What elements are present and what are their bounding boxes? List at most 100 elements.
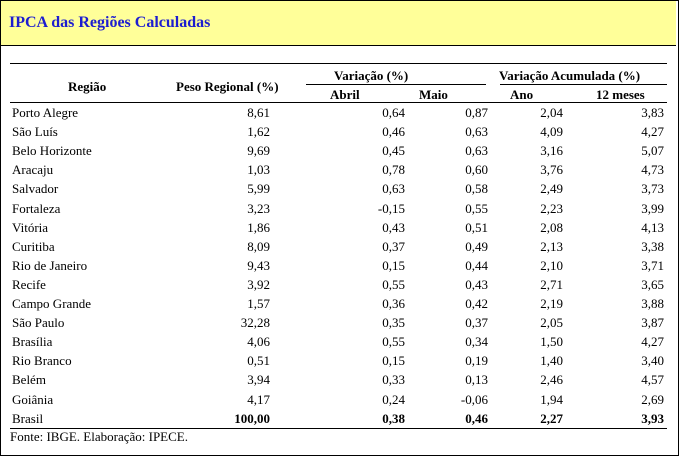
header-ano: Ano (510, 87, 534, 102)
cell-peso: 9,69 (247, 143, 270, 159)
table-row: Brasil 100,00 0,38 0,46 2,27 3,93 (10, 409, 667, 428)
cell-ano: 1,50 (540, 334, 563, 350)
header-maio: Maio (419, 87, 448, 102)
cell-regiao: São Luís (12, 124, 58, 140)
cell-regiao: Belém (12, 372, 46, 388)
cell-12-meses: 3,87 (641, 315, 664, 331)
cell-regiao: Fortaleza (12, 200, 61, 216)
cell-ano: 1,40 (540, 353, 563, 369)
cell-peso: 4,17 (247, 391, 270, 407)
cell-12-meses: 3,83 (641, 105, 664, 120)
cell-peso: 0,51 (247, 353, 270, 369)
cell-regiao: São Paulo (12, 315, 65, 331)
cell-regiao: Rio de Janeiro (12, 257, 88, 273)
table-row: Brasília 4,06 0,55 0,34 1,50 4,27 (10, 332, 667, 351)
cell-abril: 0,55 (382, 276, 405, 292)
page-title: IPCA das Regiões Calculadas (9, 14, 211, 31)
cell-maio: 0,87 (465, 105, 488, 120)
cell-peso: 32,28 (240, 315, 270, 331)
table-row: Campo Grande 1,57 0,36 0,42 2,19 3,88 (10, 294, 667, 313)
top-rule (10, 63, 667, 64)
cell-maio: 0,37 (465, 315, 488, 331)
cell-ano: 2,49 (540, 181, 563, 197)
cell-ano: 2,04 (540, 105, 563, 120)
cell-abril: 0,38 (382, 410, 405, 426)
cell-abril: 0,45 (382, 143, 405, 159)
cell-abril: 0,55 (382, 334, 405, 350)
cell-12-meses: 5,07 (641, 143, 664, 159)
cell-abril: -0,15 (377, 200, 405, 216)
cell-regiao: Belo Horizonte (12, 143, 92, 159)
cell-12-meses: 3,38 (641, 238, 664, 254)
cell-maio: 0,60 (465, 162, 488, 178)
cell-peso: 1,62 (247, 124, 270, 140)
table-row: Belém 3,94 0,33 0,13 2,46 4,57 (10, 370, 667, 389)
title-banner: IPCA das Regiões Calculadas (1, 1, 676, 46)
cell-ano: 2,10 (540, 257, 563, 273)
cell-ano: 2,19 (540, 296, 563, 311)
header-12-meses: 12 meses (596, 87, 645, 102)
cell-regiao: Goiânia (12, 391, 54, 407)
cell-maio: 0,13 (465, 372, 488, 388)
cell-abril: 0,36 (382, 296, 405, 311)
cell-maio: 0,42 (465, 296, 488, 311)
cell-maio: 0,63 (465, 143, 488, 159)
cell-regiao: Recife (12, 276, 46, 292)
header-peso: Peso Regional (%) (176, 79, 279, 94)
variacao-rule (306, 84, 486, 85)
header-variacao: Variação (%) (334, 68, 409, 83)
cell-abril: 0,46 (382, 124, 405, 140)
cell-ano: 2,46 (540, 372, 563, 388)
cell-ano: 2,71 (540, 276, 563, 292)
table-row: Recife 3,92 0,55 0,43 2,71 3,65 (10, 275, 667, 294)
cell-peso: 1,03 (247, 162, 270, 178)
cell-maio: 0,51 (465, 219, 488, 235)
cell-ano: 2,23 (540, 200, 563, 216)
cell-peso: 4,06 (247, 334, 270, 350)
cell-abril: 0,15 (382, 353, 405, 369)
table-row: Curitiba 8,09 0,37 0,49 2,13 3,38 (10, 237, 667, 256)
table-row: Goiânia 4,17 0,24 -0,06 1,94 2,69 (10, 390, 667, 409)
table-row: Vitória 1,86 0,43 0,51 2,08 4,13 (10, 218, 667, 237)
cell-maio: 0,58 (465, 181, 488, 197)
cell-regiao: Brasília (12, 334, 53, 350)
cell-peso: 3,23 (247, 200, 270, 216)
cell-abril: 0,33 (382, 372, 405, 388)
cell-12-meses: 4,13 (641, 219, 664, 235)
header-regiao: Região (68, 79, 107, 94)
cell-peso: 3,94 (247, 372, 270, 388)
cell-regiao: Salvador (12, 181, 59, 197)
cell-peso: 1,86 (247, 219, 270, 235)
cell-abril: 0,78 (382, 162, 405, 178)
cell-maio: 0,44 (465, 257, 488, 273)
cell-12-meses: 3,40 (641, 353, 664, 369)
cell-abril: 0,35 (382, 315, 405, 331)
header-acumulada: Variação Acumulada (%) (499, 68, 641, 83)
table-row: Rio Branco 0,51 0,15 0,19 1,40 3,40 (10, 351, 667, 370)
cell-maio: 0,43 (465, 276, 488, 292)
cell-12-meses: 3,65 (641, 276, 664, 292)
table-row: Rio de Janeiro 9,43 0,15 0,44 2,10 3,71 (10, 256, 667, 275)
header-abril: Abril (330, 87, 360, 102)
cell-abril: 0,15 (382, 257, 405, 273)
cell-regiao: Aracaju (12, 162, 54, 178)
cell-maio: 0,55 (465, 200, 488, 216)
cell-maio: 0,34 (465, 334, 488, 350)
cell-ano: 3,76 (540, 162, 563, 178)
cell-abril: 0,64 (382, 105, 405, 120)
cell-12-meses: 2,69 (641, 391, 664, 407)
cell-regiao: Curitiba (12, 238, 55, 254)
cell-peso: 1,57 (247, 296, 270, 311)
cell-regiao: Campo Grande (12, 296, 92, 311)
cell-regiao: Vitória (12, 219, 49, 235)
cell-12-meses: 3,93 (641, 410, 664, 426)
cell-regiao: Rio Branco (12, 353, 72, 369)
bottom-rule (10, 428, 667, 429)
cell-12-meses: 3,88 (641, 296, 664, 311)
cell-abril: 0,37 (382, 238, 405, 254)
cell-ano: 2,05 (540, 315, 563, 331)
cell-12-meses: 4,27 (641, 334, 664, 350)
cell-peso: 100,00 (234, 410, 270, 426)
cell-ano: 4,09 (540, 124, 563, 140)
cell-maio: -0,06 (460, 391, 488, 407)
